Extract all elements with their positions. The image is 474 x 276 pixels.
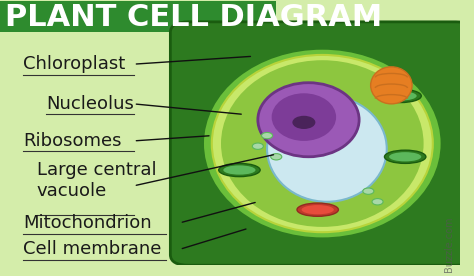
FancyBboxPatch shape <box>170 22 474 265</box>
Ellipse shape <box>202 48 442 239</box>
Ellipse shape <box>221 60 424 227</box>
FancyBboxPatch shape <box>0 1 276 33</box>
Ellipse shape <box>301 205 334 214</box>
Ellipse shape <box>212 55 433 232</box>
Ellipse shape <box>223 165 255 175</box>
Circle shape <box>271 154 282 160</box>
Ellipse shape <box>272 93 336 141</box>
Ellipse shape <box>384 91 417 100</box>
Ellipse shape <box>384 150 426 163</box>
Circle shape <box>372 198 383 205</box>
Text: Large central
vacuole: Large central vacuole <box>37 161 156 200</box>
Circle shape <box>252 143 264 149</box>
Ellipse shape <box>380 89 421 103</box>
Text: Buzzle.com: Buzzle.com <box>444 216 454 272</box>
Circle shape <box>292 116 315 129</box>
Text: Nucleolus: Nucleolus <box>46 95 134 113</box>
Text: Chloroplast: Chloroplast <box>23 55 125 73</box>
Ellipse shape <box>297 203 338 216</box>
Ellipse shape <box>258 83 359 157</box>
Ellipse shape <box>389 152 421 161</box>
Text: Cell membrane: Cell membrane <box>23 240 161 258</box>
Ellipse shape <box>267 96 387 202</box>
Circle shape <box>262 132 273 139</box>
Text: PLANT CELL DIAGRAM: PLANT CELL DIAGRAM <box>5 3 382 32</box>
Text: Mitochondrion: Mitochondrion <box>23 214 152 232</box>
Ellipse shape <box>371 67 412 104</box>
Text: Ribosomes: Ribosomes <box>23 132 121 150</box>
Ellipse shape <box>219 163 260 177</box>
Circle shape <box>363 188 374 194</box>
